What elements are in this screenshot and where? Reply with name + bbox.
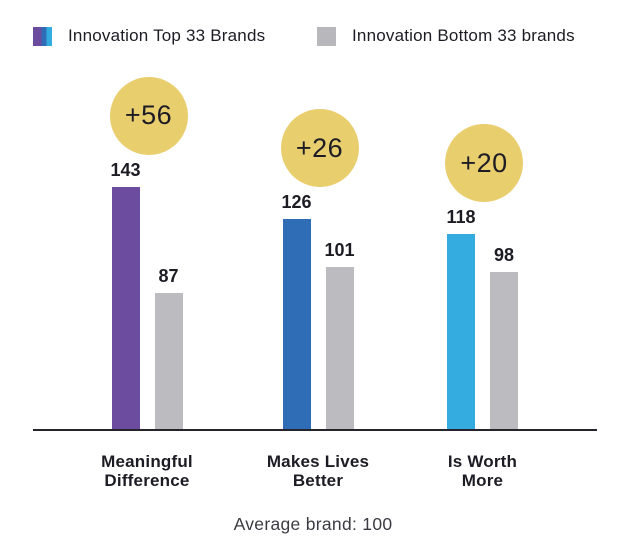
legend-item-top-brands: Innovation Top 33 Brands: [33, 26, 265, 46]
legend-swatch-top-brands-icon: [33, 26, 52, 46]
category-label: Is Worth More: [447, 452, 518, 490]
bar-bottom-33: [325, 266, 354, 430]
legend-item-bottom-brands: Innovation Bottom 33 brands: [317, 26, 575, 46]
bar-bottom-33: [490, 272, 518, 430]
legend-label-bottom-brands: Innovation Bottom 33 brands: [352, 26, 575, 45]
x-axis-line: [33, 429, 597, 431]
category-label: Makes Lives Better: [266, 452, 370, 490]
bar-bottom-33: [154, 293, 183, 430]
value-label-bottom-33: 101: [324, 239, 355, 260]
category-label: Meaningful Difference: [101, 452, 193, 490]
bar-top-33: [282, 219, 311, 430]
legend-swatch-bottom-brands-icon: [317, 26, 336, 46]
value-label-bottom-33: 98: [493, 245, 515, 266]
difference-badge: +56: [109, 76, 188, 155]
value-label-top-33: 143: [110, 159, 141, 180]
difference-badge: +26: [280, 109, 359, 188]
value-label-bottom-33: 87: [158, 266, 179, 287]
bar-top-33: [111, 186, 140, 430]
legend-label-top-brands: Innovation Top 33 Brands: [68, 26, 266, 45]
average-brand-note: Average brand: 100: [233, 514, 393, 534]
bar-top-33: [447, 234, 475, 430]
value-label-top-33: 126: [281, 192, 312, 213]
difference-badge: +20: [445, 124, 523, 203]
value-label-top-33: 118: [446, 207, 476, 228]
